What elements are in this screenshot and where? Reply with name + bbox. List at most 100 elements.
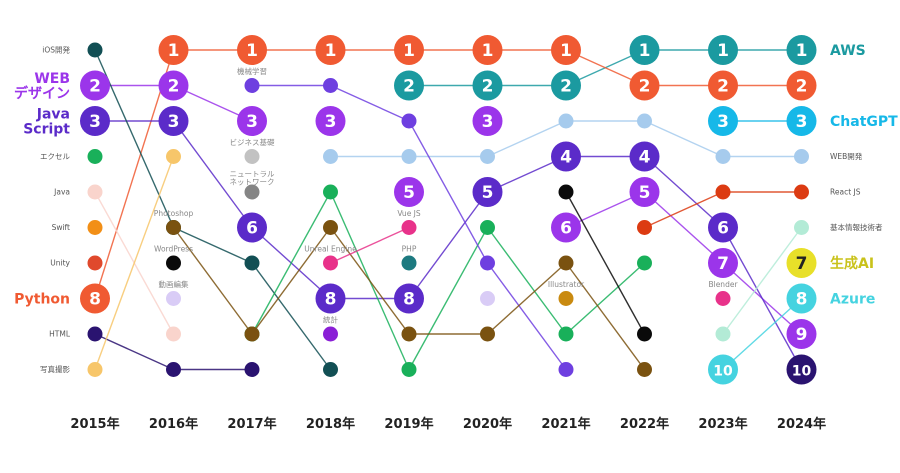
series-segment: [487, 262, 567, 335]
right-category-label: AWS: [830, 43, 866, 59]
series-segment: [486, 262, 567, 370]
series-point: [323, 184, 338, 200]
series-point: [558, 113, 574, 129]
rank-number-circle: [708, 248, 738, 278]
rank-number-circle: [786, 70, 817, 101]
left-category-label: Java: [53, 188, 70, 197]
series-segment: [565, 191, 646, 335]
rank-number-label: 1: [246, 41, 258, 61]
left-category-label: HTML: [49, 330, 71, 339]
left-category-label: Python: [14, 291, 70, 307]
rank-number-label: 2: [168, 77, 180, 97]
x-tick-label: 2019年: [384, 416, 433, 432]
series-point: [401, 220, 417, 235]
point-annotation: Vue JS: [397, 209, 421, 218]
rank-number-label: 3: [89, 112, 101, 132]
rank-number-label: 5: [403, 183, 415, 203]
series-point: [480, 255, 495, 271]
series-point: [87, 220, 103, 235]
point-annotation: ビジネス基礎: [230, 137, 275, 147]
series-point: [480, 149, 495, 164]
right-category-label: React JS: [830, 188, 861, 197]
point-annotation: ニュートラルネットワーク: [230, 170, 275, 187]
left-category-label: Swift: [52, 223, 70, 232]
x-tick-label: 2021年: [541, 416, 590, 432]
series-segment: [644, 191, 724, 229]
left-category-label: Unity: [50, 259, 70, 268]
point-annotation: 機械学習: [237, 66, 267, 76]
rank-number-label: 3: [168, 112, 180, 132]
series-point: [401, 362, 417, 377]
rank-number-circle: [394, 35, 424, 65]
rank-number-label: 2: [482, 77, 494, 97]
series-point: [794, 149, 809, 164]
rank-number-label: 8: [796, 290, 808, 310]
series-point: [244, 184, 260, 200]
rank-number-circle: [786, 354, 817, 385]
rank-number-circle: [629, 177, 660, 207]
series-segment: [722, 227, 803, 370]
rank-number-circle: [708, 70, 738, 101]
rank-number-circle: [708, 106, 738, 136]
rank-number-label: 6: [246, 219, 258, 239]
rank-number-label: 3: [796, 112, 808, 132]
series-point: [558, 362, 574, 377]
rank-number-circle: [786, 248, 817, 278]
series-point: [87, 255, 103, 271]
rank-number-circle: [237, 212, 267, 243]
rank-number-circle: [472, 106, 503, 136]
series-point: [715, 291, 731, 306]
rank-number-label: 2: [89, 77, 101, 97]
left-category-label: WEB デザイン: [14, 71, 70, 102]
series-point: [166, 291, 181, 306]
point-annotation: Photoshop: [154, 209, 194, 218]
rank-number-circle: [551, 141, 581, 172]
rank-number-circle: [158, 70, 189, 101]
rank-number-label: 2: [639, 77, 651, 97]
rank-number-label: 7: [717, 254, 729, 274]
series-segment: [408, 191, 489, 299]
rank-number-label: 1: [717, 41, 729, 61]
rank-number-label: 10: [713, 364, 733, 380]
series-point: [401, 326, 417, 342]
series-point: [637, 220, 652, 235]
point-annotation: Blender: [708, 280, 738, 289]
series-segment: [172, 120, 253, 228]
right-category-label: WEB開発: [830, 152, 863, 161]
rank-number-label: 1: [639, 41, 651, 61]
point-annotation: Unreal Engine: [304, 245, 357, 254]
series-segment: [644, 120, 724, 158]
series-point: [166, 149, 181, 164]
rank-number-circle: [786, 35, 817, 65]
rank-number-circle: [629, 35, 660, 65]
rank-number-label: 9: [796, 325, 808, 345]
rank-number-label: 2: [403, 77, 415, 97]
right-category-label: ChatGPT: [830, 114, 898, 130]
series-segment: [329, 227, 410, 335]
series-point: [794, 220, 809, 235]
series-point: [401, 113, 417, 129]
series-segment: [330, 226, 410, 264]
series-segment: [251, 262, 332, 370]
series-point: [323, 326, 338, 342]
rank-number-label: 7: [796, 254, 808, 274]
series-point: [480, 220, 495, 235]
series-segment: [486, 227, 567, 335]
series-point: [480, 291, 495, 306]
x-tick-label: 2018年: [306, 416, 355, 432]
rank-number-circle: [80, 283, 110, 314]
rank-number-circle: [315, 35, 346, 65]
series-point: [323, 362, 338, 377]
series-point: [87, 149, 103, 164]
series-segment: [251, 191, 332, 335]
rank-number-circle: [786, 106, 817, 136]
rank-number-circle: [472, 177, 503, 207]
series-point: [794, 184, 809, 200]
rank-number-label: 8: [89, 290, 101, 310]
rank-number-circle: [394, 283, 424, 314]
rank-number-circle: [629, 141, 660, 172]
series-point: [244, 326, 260, 342]
rank-number-circle: [237, 106, 267, 136]
series-point: [166, 255, 181, 271]
